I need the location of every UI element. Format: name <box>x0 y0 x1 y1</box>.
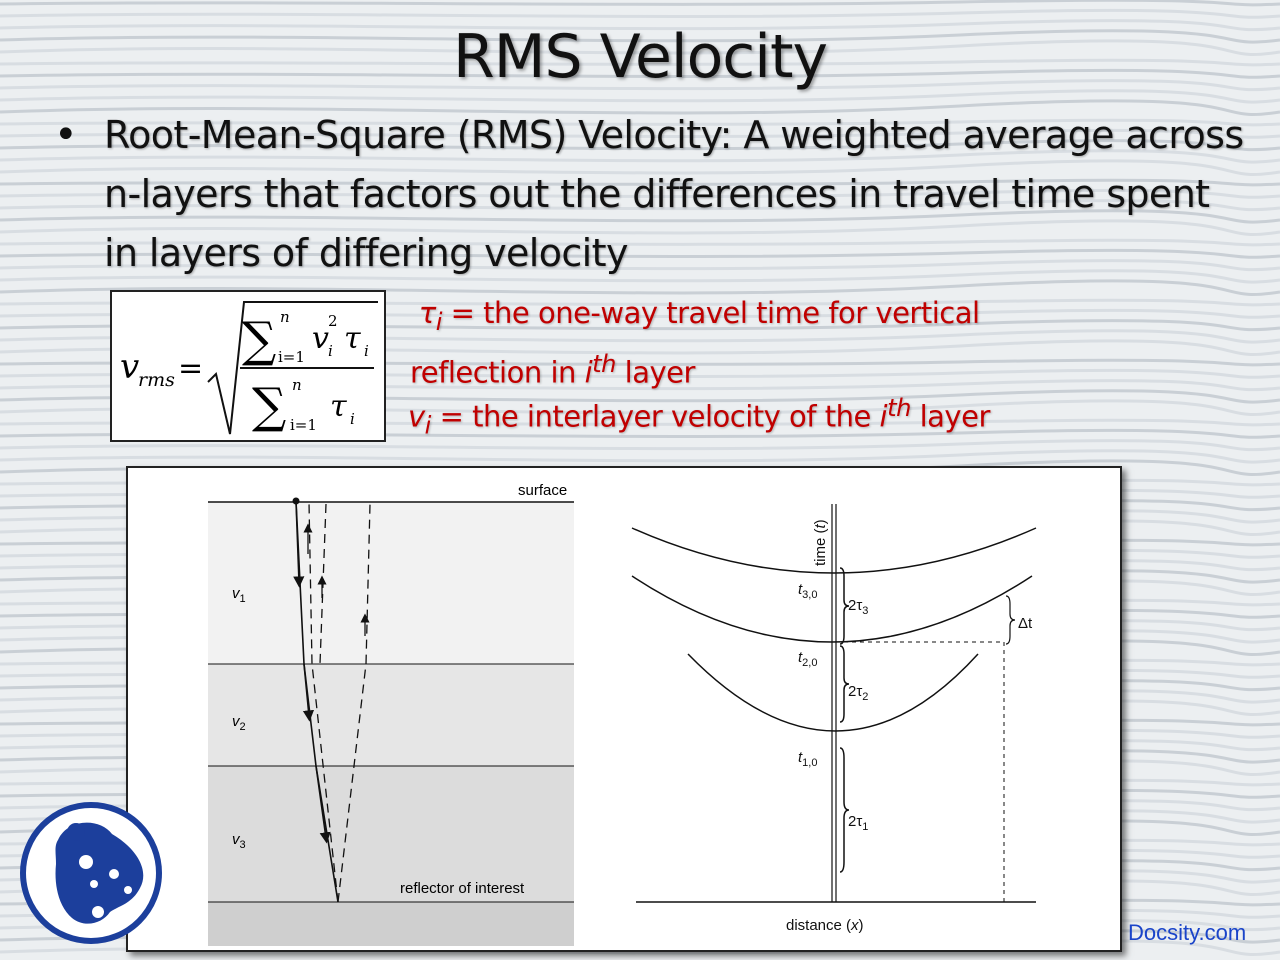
formula-graphic: v rms = ∑ n i=1 v 2 i τ i ∑ n i=1 τ i <box>120 301 378 435</box>
svg-text:τ: τ <box>330 389 347 424</box>
rms-diagram-figure: surface v1 v2 v3 reflector of interest <box>126 466 1122 952</box>
t20-label: t2,0 <box>798 649 817 669</box>
tau3-label: 2τ3 <box>848 597 868 617</box>
layer-model: surface v1 v2 v3 reflector of interest <box>208 482 574 946</box>
travel-time-plot <box>631 504 1037 903</box>
layer1-label: v1 <box>232 585 246 605</box>
distance-axis-label: distance (x) <box>786 917 864 934</box>
surface-label: surface <box>518 482 567 499</box>
svg-text:τ: τ <box>344 321 361 356</box>
svg-text:n: n <box>280 308 290 326</box>
tau1-label: 2τ1 <box>848 813 868 833</box>
svg-text:n: n <box>292 376 302 394</box>
docsity-logo-icon <box>20 802 162 944</box>
formula-equals: = <box>178 351 203 386</box>
svg-text:i=1: i=1 <box>278 348 305 366</box>
delta-t-label: Δt <box>1018 615 1033 632</box>
svg-text:i=1: i=1 <box>290 416 317 434</box>
tau-definition: τi = the one-way travel time for vertica… <box>410 296 980 390</box>
t10-label: t1,0 <box>798 749 817 769</box>
figure-graphic: surface v1 v2 v3 reflector of interest <box>208 482 1037 946</box>
svg-text:v: v <box>312 321 329 356</box>
reflector-label: reflector of interest <box>400 880 525 897</box>
layer3-label: v3 <box>232 831 246 851</box>
formula-v: v <box>120 347 139 387</box>
svg-text:i: i <box>364 342 369 360</box>
velocity-definition: vi = the interlayer velocity of the ith … <box>408 394 990 440</box>
tau2-label: 2τ2 <box>848 683 868 703</box>
layer2-label: v2 <box>232 713 246 733</box>
formula-rms: rms <box>138 369 175 391</box>
slide-title: RMS Velocity <box>453 22 828 92</box>
docsity-link[interactable]: Docsity.com <box>1128 920 1247 945</box>
svg-text:2: 2 <box>328 312 338 330</box>
svg-text:i: i <box>350 410 355 428</box>
svg-text:i: i <box>328 342 333 360</box>
sum-bottom: ∑ <box>252 378 286 434</box>
t30-label: t3,0 <box>798 581 817 601</box>
bullet-text: Root-Mean-Square (RMS) Velocity: A weigh… <box>104 113 1244 275</box>
sum-top: ∑ <box>242 312 276 368</box>
time-axis-label: time (t) <box>812 519 829 566</box>
rms-formula: v rms = ∑ n i=1 v 2 i τ i ∑ n i=1 τ i <box>110 290 386 442</box>
bullet-marker: • <box>54 112 78 158</box>
